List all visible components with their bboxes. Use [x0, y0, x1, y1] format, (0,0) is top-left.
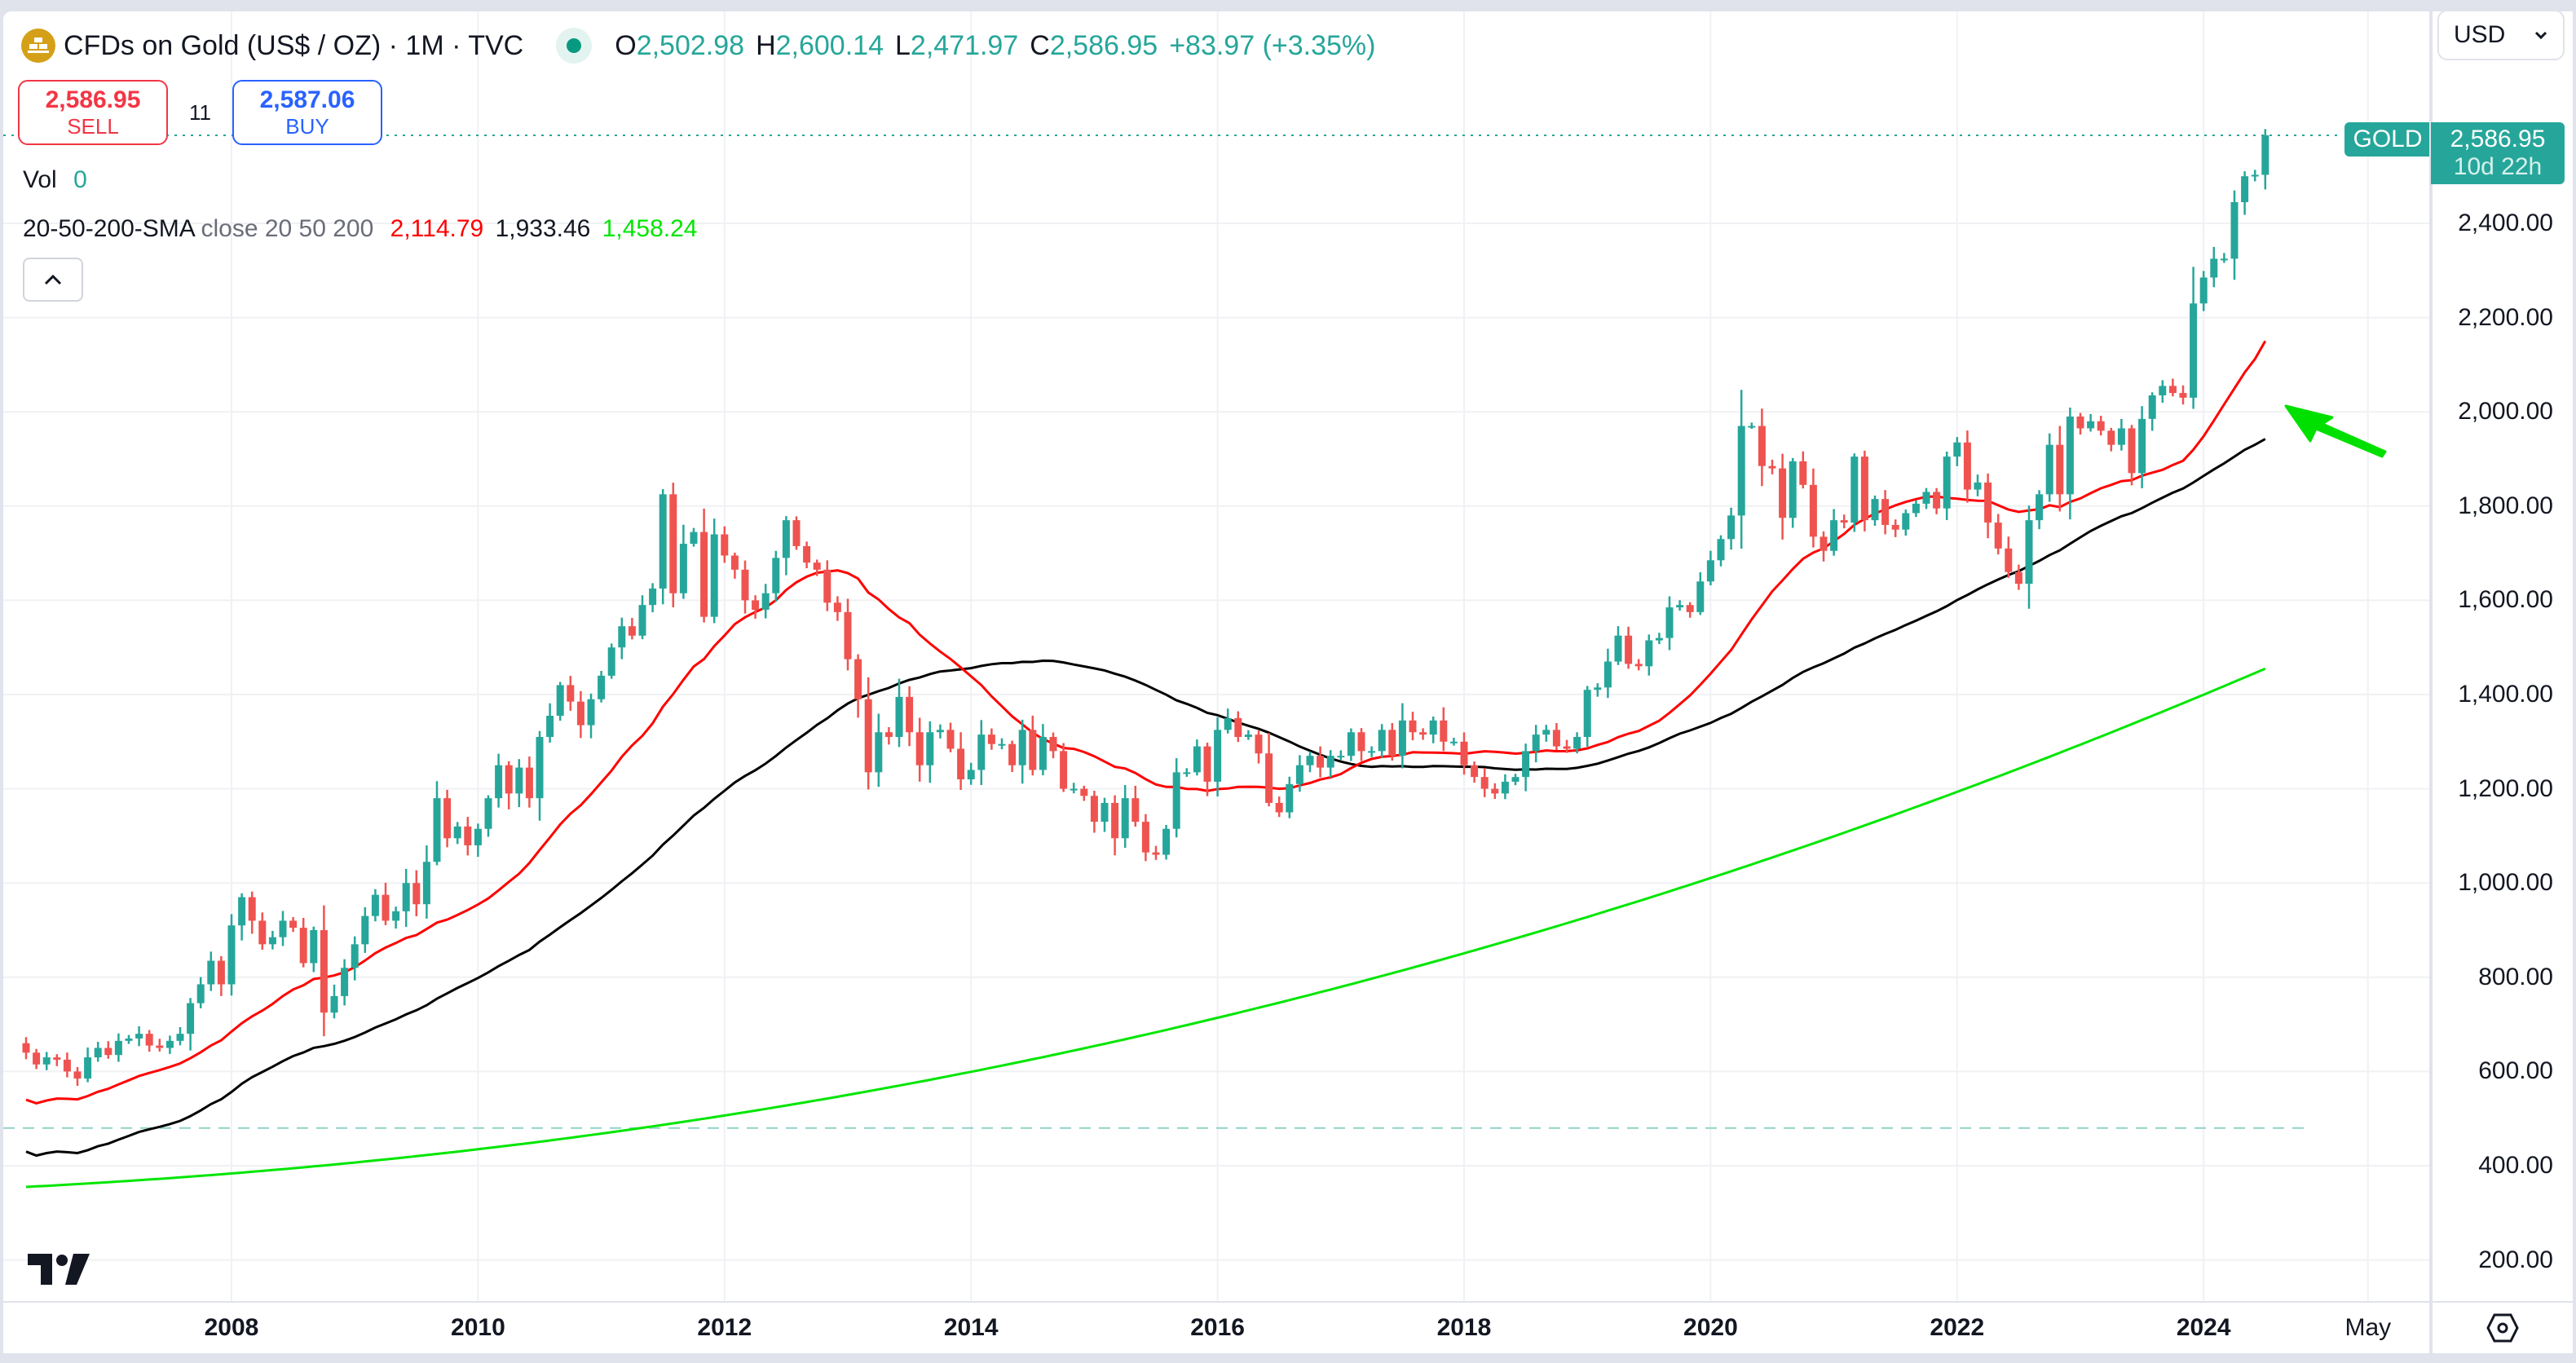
sma-params: close 20 50 200 [201, 215, 374, 242]
price-axis-label: 1,600.00 [2458, 586, 2553, 614]
price-axis-label: 2,200.00 [2458, 303, 2553, 331]
sma200-value: 1,458.24 [602, 215, 698, 242]
tradingview-logo[interactable] [28, 1254, 90, 1289]
gold-bars-icon [21, 29, 55, 63]
chevron-up-icon [44, 274, 62, 285]
price-axis-label: 1,800.00 [2458, 492, 2553, 519]
buy-button[interactable]: 2,587.06 BUY [232, 80, 382, 145]
buy-price: 2,587.06 [259, 86, 355, 113]
low-label: L [894, 29, 911, 61]
price-axis-label: 1,000.00 [2458, 869, 2553, 897]
time-axis-label: May [2344, 1314, 2392, 1341]
sell-label: SELL [67, 114, 119, 139]
close-label: C [1030, 29, 1050, 61]
market-open-indicator [556, 28, 593, 64]
sma50-value: 1,933.46 [495, 215, 591, 242]
chart-legend: CFDs on Gold (US$ / OZ) · 1M · TVC O 2,50… [21, 28, 1375, 64]
sell-price: 2,586.95 [45, 86, 141, 113]
candlestick-chart[interactable] [3, 11, 2429, 1301]
last-price-value: 2,586.95 [2450, 126, 2546, 152]
price-axis-label: 800.00 [2478, 963, 2553, 990]
volume-legend[interactable]: Vol 0 [23, 166, 87, 194]
buy-label: BUY [285, 114, 329, 139]
time-axis-label: 2012 [697, 1314, 752, 1341]
change-value: +83.97 (+3.35%) [1169, 29, 1376, 61]
time-axis-label: 2024 [2176, 1314, 2231, 1341]
sma-legend[interactable]: 20-50-200-SMA close 20 50 200 2,114.79 1… [23, 215, 697, 243]
sma-name: 20-50-200-SMA [23, 215, 195, 242]
price-axis[interactable]: 2,400.00 2,200.00 2,000.00 1,800.00 1,600.00… [2431, 11, 2573, 1301]
price-axis-label: 2,400.00 [2458, 210, 2553, 236]
time-axis-label: 2010 [451, 1314, 505, 1341]
chart-settings-button[interactable] [2431, 1303, 2573, 1353]
price-axis-label: 2,000.00 [2458, 398, 2553, 426]
low-value: 2,471.97 [910, 29, 1019, 61]
price-axis-label: 1,400.00 [2458, 681, 2553, 708]
sma20-value: 2,114.79 [390, 215, 484, 242]
time-axis-label: 2018 [1436, 1314, 1492, 1341]
price-axis-label: 600.00 [2478, 1057, 2553, 1085]
price-axis-label: 200.00 [2478, 1246, 2553, 1273]
spread-value: 11 [189, 99, 211, 125]
volume-value: 0 [73, 166, 87, 193]
trade-buttons: 2,586.95 SELL 11 2,587.06 BUY [18, 80, 382, 145]
sell-button[interactable]: 2,586.95 SELL [18, 80, 168, 145]
time-axis-label: 2020 [1683, 1314, 1738, 1341]
open-label: O [615, 29, 637, 61]
chevron-down-icon [2534, 31, 2547, 40]
time-axis[interactable]: 2008 2010 2012 2014 2016 2018 2020 2022 2024 May [3, 1303, 2429, 1353]
symbol-price-label: GOLD [2344, 122, 2429, 157]
collapse-legend-button[interactable] [23, 258, 83, 302]
time-axis-label: 2014 [943, 1314, 999, 1341]
symbol-title[interactable]: CFDs on Gold (US$ / OZ) · 1M · TVC [64, 29, 524, 61]
currency-value: USD [2454, 21, 2506, 48]
time-axis-label: 2022 [1930, 1314, 1985, 1341]
time-axis-label: 2016 [1190, 1314, 1245, 1341]
high-value: 2,600.14 [775, 29, 884, 61]
price-axis-label: 400.00 [2478, 1152, 2553, 1179]
volume-label: Vol [23, 166, 57, 193]
time-axis-label: 2008 [204, 1314, 259, 1341]
bar-countdown: 10d 22h [2453, 153, 2543, 180]
price-axis-label: 1,200.00 [2458, 774, 2553, 802]
settings-hexagon-icon [2486, 1313, 2519, 1343]
close-value: 2,586.95 [1049, 29, 1158, 61]
currency-select[interactable]: USD [2437, 10, 2565, 60]
last-price-tag: 2,586.95 10d 22h [2431, 122, 2565, 184]
high-label: H [756, 29, 776, 61]
chart-pane[interactable]: CFDs on Gold (US$ / OZ) · 1M · TVC O 2,50… [3, 11, 2429, 1301]
open-value: 2,502.98 [636, 29, 745, 61]
